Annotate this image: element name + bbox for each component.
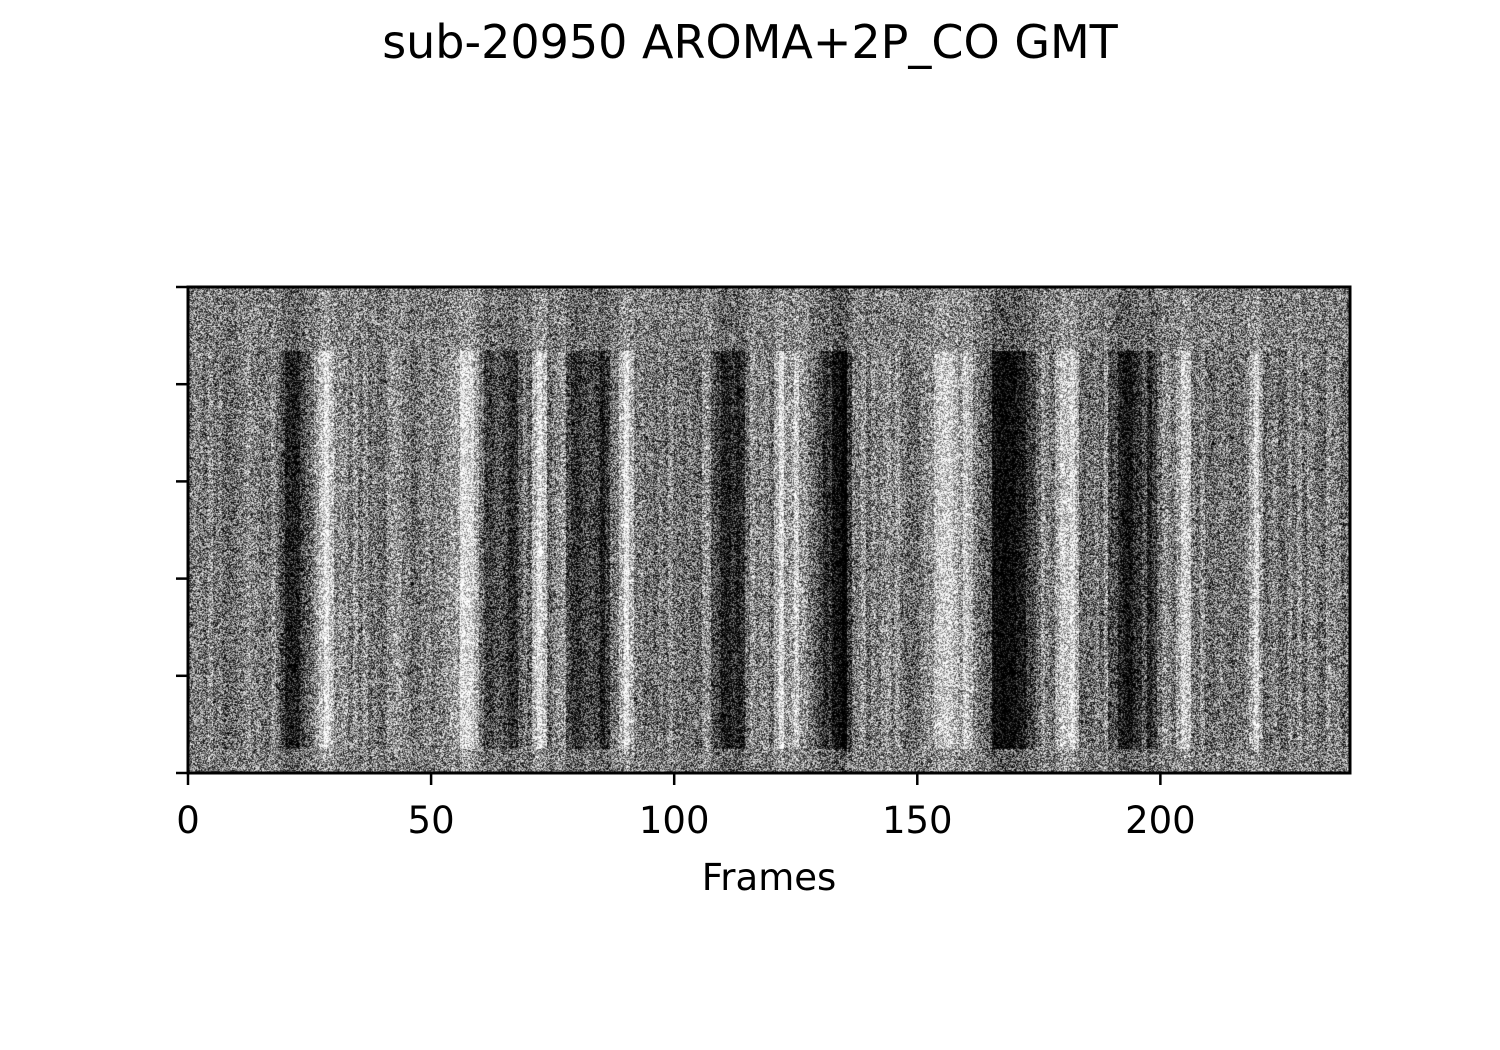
x-tick-label-2: 100	[639, 799, 710, 842]
x-tick-label-3: 150	[882, 799, 953, 842]
carpet-plot-image	[188, 287, 1350, 773]
chart-title: sub-20950 AROMA+2P_CO GMT	[382, 15, 1118, 69]
y-axis-ticks	[176, 285, 188, 775]
x-tick-label-0: 0	[176, 799, 200, 842]
x-axis-label: Frames	[702, 856, 837, 899]
x-tick-label-4: 200	[1125, 799, 1196, 842]
x-tick-label-1: 50	[408, 799, 455, 842]
axes-frame	[186, 285, 1352, 775]
x-axis-ticks: 0 50 100 150 200	[176, 773, 1196, 842]
